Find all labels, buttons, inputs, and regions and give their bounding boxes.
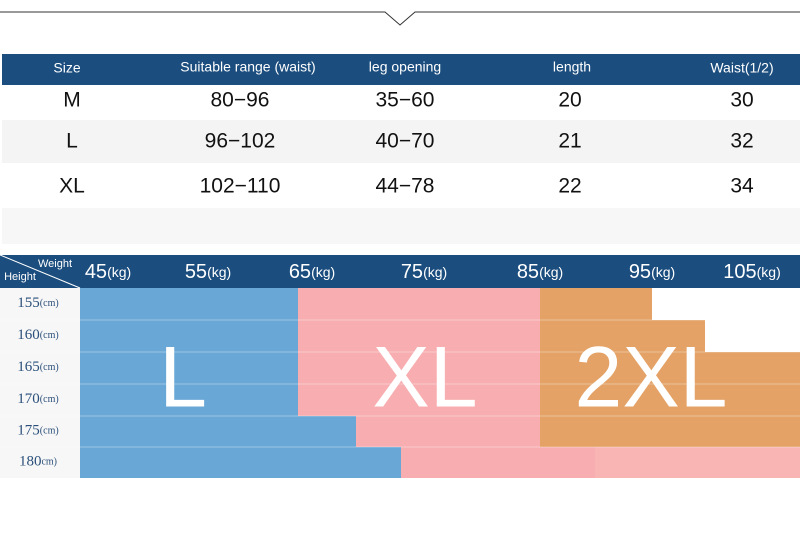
table-cell: 96−102 — [205, 130, 276, 153]
row-bg — [2, 120, 800, 163]
weight-label: 55(kg) — [185, 261, 231, 283]
weight-label: 105(kg) — [723, 261, 781, 283]
weight-unit: (kg) — [207, 264, 231, 280]
row-bg — [2, 85, 800, 120]
height-number: 155 — [17, 295, 40, 311]
weight-number: 65 — [289, 261, 311, 283]
table-cell: 32 — [730, 130, 753, 153]
column-header: Suitable range (waist) — [180, 59, 315, 75]
table-cell: M — [63, 89, 81, 112]
height-unit: (cm) — [40, 426, 59, 437]
table-cell: 102−110 — [200, 175, 281, 198]
region-xl — [298, 288, 595, 478]
weight-label: 85(kg) — [517, 261, 563, 283]
column-header: Size — [53, 60, 80, 76]
height-column — [0, 288, 80, 478]
table-cell: L — [66, 130, 78, 153]
table-cell: 34 — [730, 175, 754, 198]
divider — [0, 11, 800, 26]
row-bg — [2, 163, 800, 208]
table-cell: 44−78 — [376, 175, 435, 198]
weight-unit: (kg) — [539, 264, 563, 280]
weight-unit: (kg) — [311, 264, 335, 280]
weight-unit: (kg) — [107, 264, 131, 280]
weight-unit: (kg) — [423, 264, 447, 280]
table-cell: 40−70 — [376, 130, 435, 153]
height-unit: (cm) — [40, 394, 59, 405]
table-cell: 21 — [558, 130, 581, 153]
height-unit: cm) — [41, 457, 57, 468]
weight-label: 75(kg) — [401, 261, 447, 283]
weight-label: 95(kg) — [629, 261, 675, 283]
size-label: 2XL — [574, 330, 727, 426]
height-unit: (cm) — [40, 298, 59, 309]
weight-number: 45 — [85, 261, 107, 283]
size-label: L — [159, 330, 207, 426]
table-header-bar — [2, 54, 800, 85]
weight-header-bar — [0, 255, 800, 288]
height-number: 170 — [17, 391, 40, 407]
weight-unit: (kg) — [757, 264, 781, 280]
column-header: length — [553, 59, 591, 75]
table-cell: XL — [59, 175, 85, 198]
row-bg — [2, 208, 800, 244]
region-2xl — [540, 288, 800, 447]
height-label: 160(cm) — [17, 327, 58, 343]
height-unit: (cm) — [40, 362, 59, 373]
height-number: 175 — [17, 423, 40, 439]
weight-label: 65(kg) — [289, 261, 335, 283]
weight-number: 105 — [723, 261, 756, 283]
table-cell: 30 — [730, 89, 753, 112]
height-label: 155(cm) — [17, 295, 58, 311]
height-number: 165 — [17, 359, 40, 375]
table-cell: 20 — [558, 89, 581, 112]
region-xl — [595, 447, 800, 478]
corner-divider — [0, 254, 81, 289]
weight-number: 55 — [185, 261, 207, 283]
weight-label: 45(kg) — [85, 261, 131, 283]
column-header: Waist(1/2) — [710, 60, 773, 76]
weight-unit: (kg) — [651, 264, 675, 280]
height-label: 175(cm) — [17, 423, 58, 439]
weight-number: 85 — [517, 261, 539, 283]
size-label: XL — [372, 330, 477, 426]
height-label: 180cm) — [19, 454, 57, 470]
weight-number: 95 — [629, 261, 651, 283]
height-number: 160 — [17, 327, 40, 343]
height-axis-label: Height — [4, 271, 36, 283]
height-label: 170(cm) — [17, 391, 58, 407]
table-cell: 35−60 — [376, 89, 435, 112]
height-number: 180 — [19, 454, 42, 470]
table-cell: 80−96 — [211, 89, 270, 112]
column-header: leg opening — [369, 59, 441, 75]
height-unit: (cm) — [40, 330, 59, 341]
region-l — [80, 288, 401, 478]
weight-axis-label: Weight — [38, 258, 72, 270]
height-label: 165(cm) — [17, 359, 58, 375]
weight-number: 75 — [401, 261, 423, 283]
table-cell: 22 — [558, 175, 581, 198]
